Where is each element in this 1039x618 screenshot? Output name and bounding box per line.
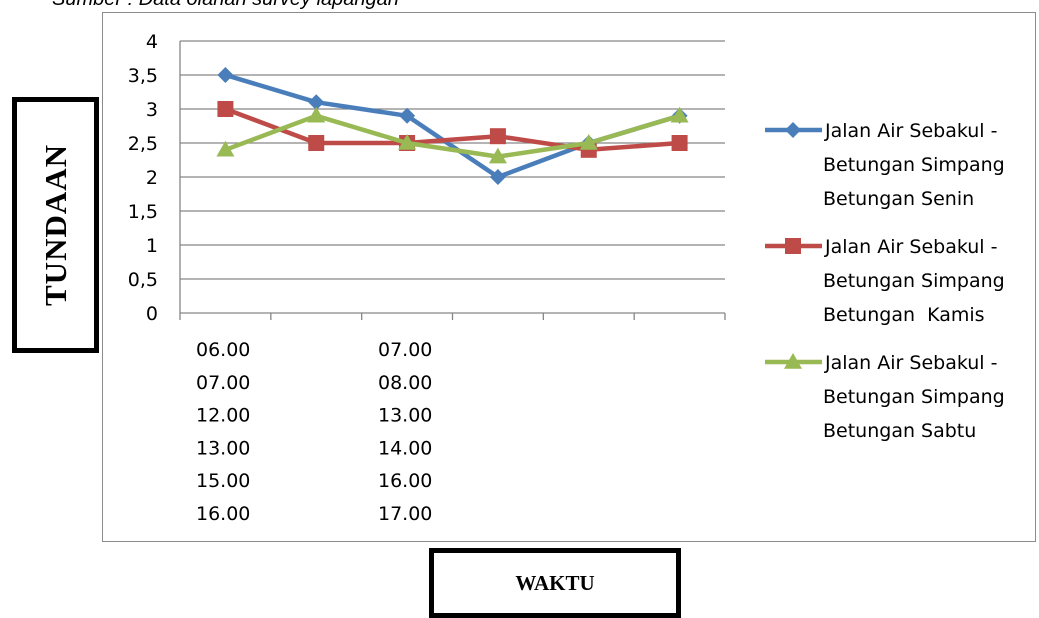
y-tick-label: 2 (146, 167, 158, 189)
y-tick-label: 4 (146, 31, 158, 53)
series-line (224, 106, 680, 153)
chart-caption: Sumber : Data olahan survey lapangan (52, 0, 399, 11)
x-axis-label-box: WAKTU (429, 548, 681, 618)
data-point (217, 67, 234, 83)
y-axis-label: TUNDAAN (37, 144, 73, 306)
legend-entry-text: Betungan Simpang (823, 154, 1005, 176)
x-tick-label: 07.00 (378, 339, 432, 361)
x-tick-label: 08.00 (378, 372, 432, 394)
data-point (216, 140, 235, 157)
x-tick-label: 15.00 (196, 470, 250, 492)
x-tick-label: 07.00 (196, 372, 250, 394)
legend-entry-text: Betungan Senin (823, 188, 974, 210)
x-tick-label: 14.00 (378, 437, 432, 459)
legend-entry-text: Betungan Simpang (823, 270, 1005, 292)
y-axis-label-box: TUNDAAN (12, 97, 99, 353)
legend-marker (785, 238, 801, 254)
y-tick-label: 3 (146, 99, 158, 121)
y-tick-label: 0 (146, 303, 158, 325)
legend-entry-text: Jalan Air Sebakul - (824, 236, 997, 258)
y-tick-label: 3,5 (128, 65, 158, 87)
legend-entry-text: Betungan Simpang (823, 386, 1005, 408)
x-tick-label: 17.00 (378, 503, 432, 525)
data-point (489, 128, 506, 145)
legend-entry-text: Jalan Air Sebakul - (824, 120, 997, 142)
x-tick-label: 13.00 (196, 437, 250, 459)
x-tick-label: 06.00 (196, 339, 250, 361)
data-point (398, 134, 417, 150)
x-axis-label: WAKTU (515, 571, 595, 595)
x-tick-label: 12.00 (196, 405, 250, 427)
legend-marker (784, 353, 802, 369)
x-tick-label: 16.00 (378, 470, 432, 492)
data-point (579, 134, 598, 150)
series-line (224, 113, 681, 159)
legend-entry-text: Betungan Sabtu (823, 420, 976, 442)
data-point (307, 106, 326, 123)
y-tick-label: 1,5 (128, 201, 158, 223)
y-tick-label: 2,5 (128, 133, 158, 155)
chart-frame (102, 12, 1036, 542)
data-point (399, 107, 416, 124)
data-point (217, 101, 234, 117)
data-point (671, 135, 688, 151)
legend-marker (785, 122, 801, 138)
legend-entry-text: Jalan Air Sebakul - (824, 352, 997, 374)
line-chart: 0 0,5 1 1,5 2 2,5 3 3,5 4 06.00 07.00 12.00 13.00 15.… (128, 31, 1005, 525)
y-tick-label: 0,5 (128, 269, 158, 291)
data-point (670, 106, 689, 123)
legend-entry-text: Betungan Kamis (823, 304, 985, 326)
x-tick-label: 16.00 (196, 503, 250, 525)
data-point (308, 94, 325, 111)
y-tick-label: 1 (146, 235, 158, 257)
data-point (489, 169, 506, 185)
data-point (308, 135, 325, 151)
x-tick-label: 13.00 (378, 405, 432, 427)
data-point (488, 147, 507, 164)
